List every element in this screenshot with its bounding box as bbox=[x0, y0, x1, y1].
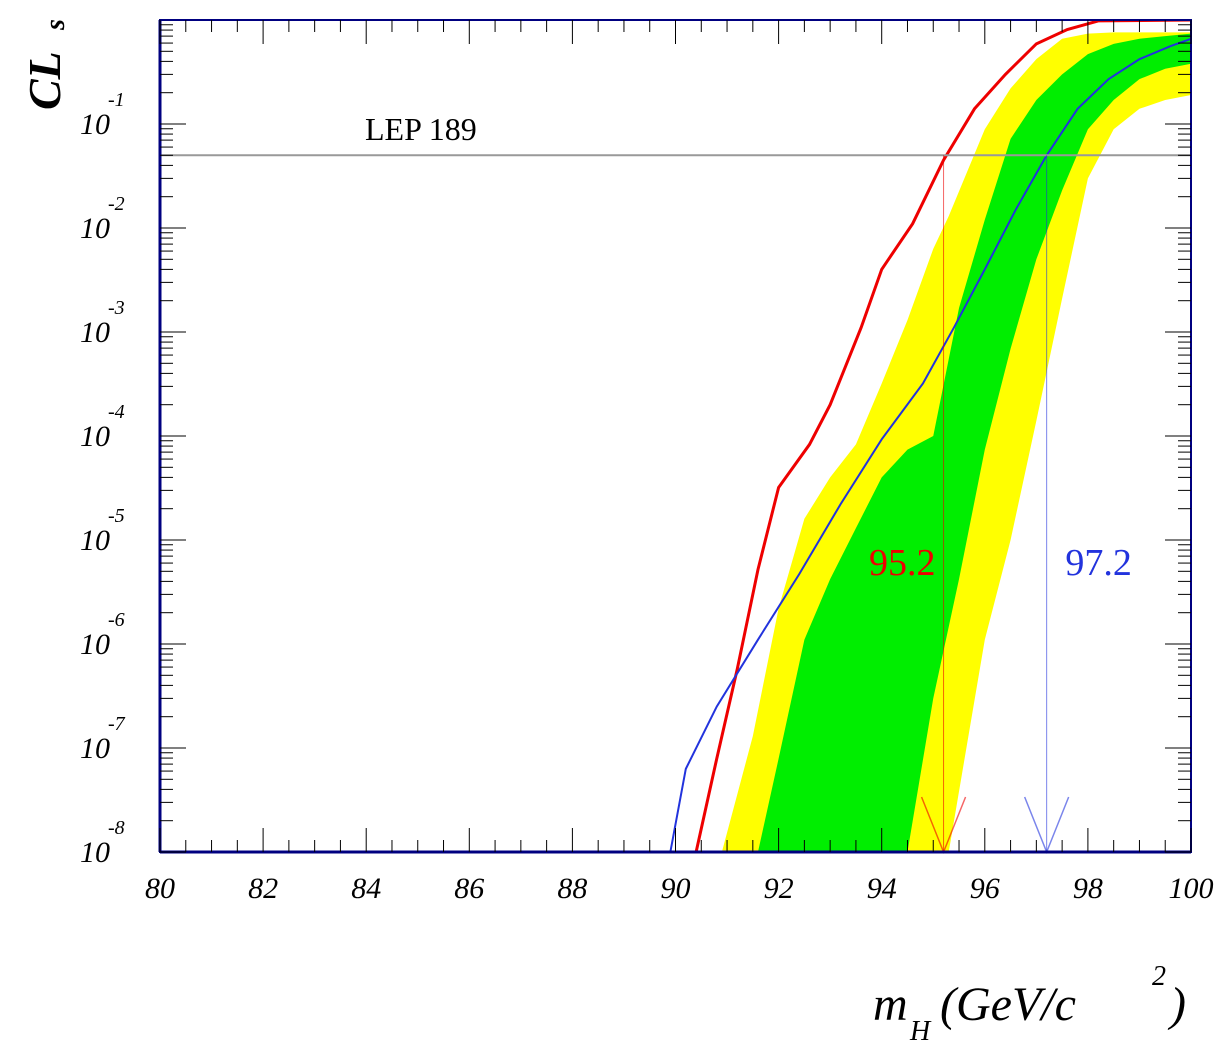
x-tick-label: 88 bbox=[557, 872, 587, 905]
x-tick-label: 96 bbox=[970, 872, 1000, 905]
x-axis-label: m bbox=[873, 978, 908, 1031]
x-tick-label: 90 bbox=[661, 872, 691, 905]
limit-label: 95.2 bbox=[869, 542, 936, 584]
y-tick-label: 10 bbox=[80, 108, 110, 141]
y-tick-exponent: -8 bbox=[108, 817, 125, 839]
x-tick-label: 86 bbox=[454, 872, 484, 905]
limit-label: 97.2 bbox=[1065, 542, 1132, 584]
x-tick-label: 84 bbox=[351, 872, 381, 905]
y-tick-label: 10 bbox=[80, 524, 110, 557]
y-axis-label-sub: s bbox=[40, 19, 71, 31]
y-tick-label: 10 bbox=[80, 212, 110, 245]
x-tick-label: 98 bbox=[1073, 872, 1103, 905]
y-tick-label: 10 bbox=[80, 316, 110, 349]
x-axis-label-unit: (GeV/c bbox=[940, 978, 1076, 1031]
line bbox=[694, 20, 1191, 852]
y-tick-exponent: -4 bbox=[108, 401, 125, 423]
x-tick-label: 94 bbox=[867, 872, 897, 905]
y-tick-exponent: -5 bbox=[108, 505, 125, 527]
line bbox=[669, 37, 1191, 852]
x-tick-label: 80 bbox=[145, 872, 175, 905]
x-axis-label-close: ) bbox=[1167, 978, 1186, 1031]
y-axis-label: CL bbox=[19, 51, 70, 110]
x-axis-label-sup: 2 bbox=[1152, 961, 1166, 992]
reference-label: LEP 189 bbox=[365, 111, 477, 147]
y-tick-exponent: -6 bbox=[108, 609, 125, 631]
x-tick-label: 82 bbox=[248, 872, 278, 905]
y-tick-exponent: -1 bbox=[108, 89, 125, 111]
x-tick-label: 100 bbox=[1169, 872, 1214, 905]
y-tick-exponent: -3 bbox=[108, 297, 125, 319]
x-axis-label-sub: H bbox=[909, 1016, 932, 1047]
plot-area bbox=[669, 20, 1191, 852]
y-tick-label: 10 bbox=[80, 836, 110, 869]
y-tick-exponent: -2 bbox=[108, 193, 125, 215]
band bbox=[757, 33, 1191, 852]
x-tick-label: 92 bbox=[764, 872, 794, 905]
y-tick-label: 10 bbox=[80, 420, 110, 453]
y-tick-label: 10 bbox=[80, 732, 110, 765]
y-tick-exponent: -7 bbox=[108, 713, 126, 735]
y-tick-label: 10 bbox=[80, 628, 110, 661]
